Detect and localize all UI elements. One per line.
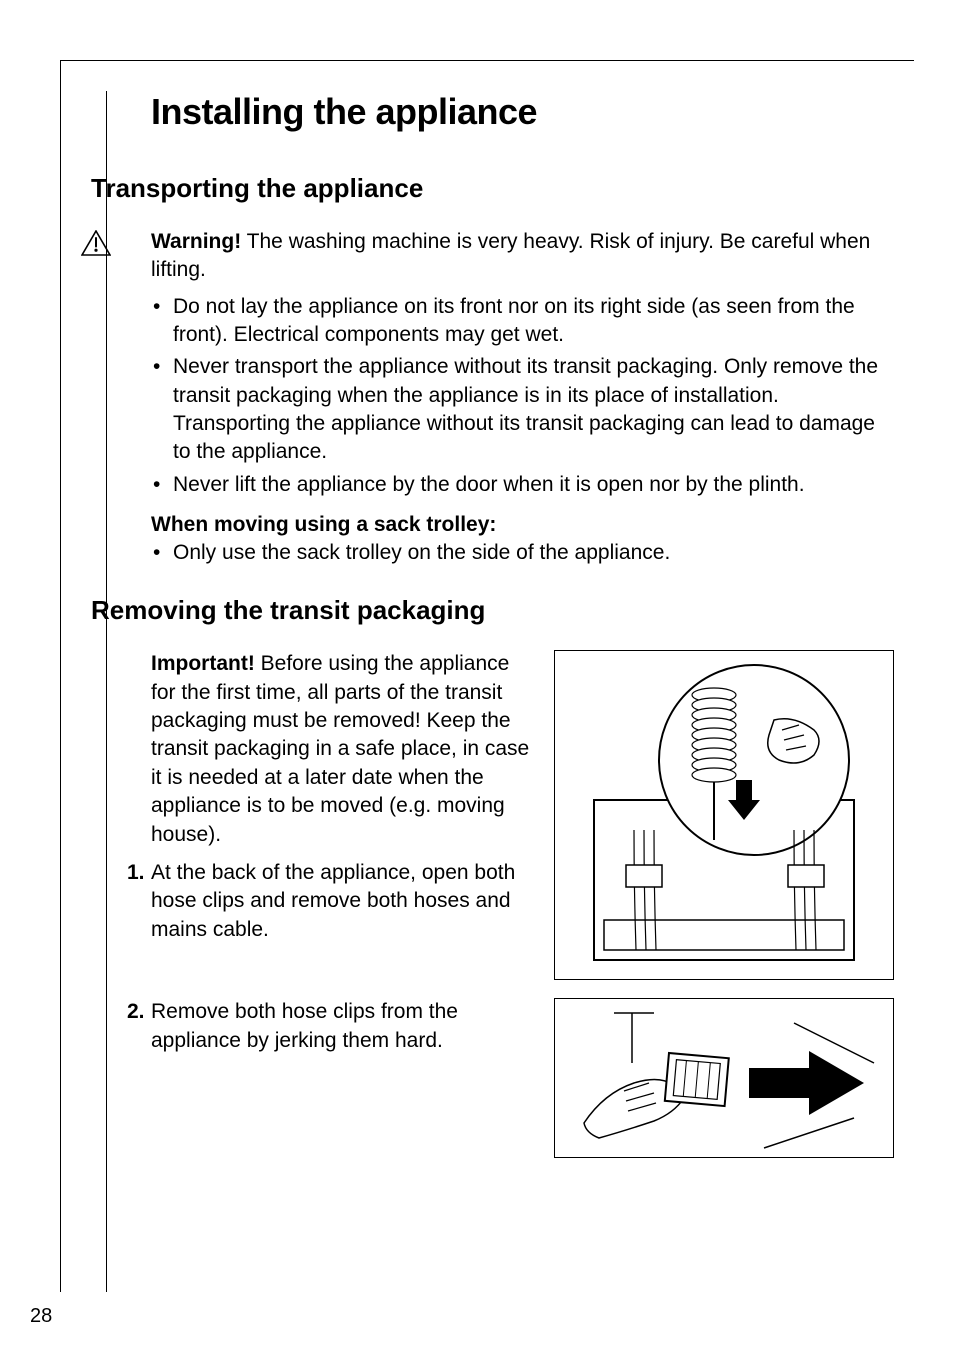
trolley-subhead: When moving using a sack trolley:	[151, 513, 894, 537]
clip-removal-icon	[564, 1003, 884, 1153]
figure2-col	[554, 998, 894, 1158]
step1-row: Important! Before using the appliance fo…	[151, 650, 894, 980]
important-body: Before using the appliance for the first…	[151, 652, 529, 845]
trolley-bullets: Only use the sack trolley on the side of…	[151, 539, 894, 567]
important-paragraph: Important! Before using the appliance fo…	[151, 650, 536, 848]
page-number: 28	[30, 1305, 52, 1328]
step-number: 1.	[127, 859, 151, 944]
step1-text-col: Important! Before using the appliance fo…	[151, 650, 536, 949]
step-number: 2.	[127, 998, 151, 1055]
step2-row: 2. Remove both hose clips from the appli…	[151, 998, 894, 1158]
step-text: At the back of the appliance, open both …	[151, 859, 536, 944]
figure2-box	[554, 998, 894, 1158]
warning-body: The washing machine is very heavy. Risk …	[151, 230, 870, 281]
figure1-col	[554, 650, 894, 980]
important-label: Important!	[151, 652, 255, 675]
transit-heading: Removing the transit packaging	[91, 595, 894, 626]
warning-icon	[81, 230, 111, 256]
step-item: 1. At the back of the appliance, open bo…	[151, 859, 536, 944]
page-title: Installing the appliance	[151, 91, 894, 133]
bullet-item: Only use the sack trolley on the side of…	[151, 539, 894, 567]
transport-bullets: Do not lay the appliance on its front no…	[151, 293, 894, 499]
transit-section: Removing the transit packaging Important…	[151, 595, 894, 1158]
step-text: Remove both hose clips from the applianc…	[151, 998, 536, 1055]
step2-text-col: 2. Remove both hose clips from the appli…	[151, 998, 536, 1061]
step-item: 2. Remove both hose clips from the appli…	[151, 998, 536, 1055]
warning-label: Warning!	[151, 230, 241, 253]
hose-diagram-icon	[564, 660, 884, 970]
figure1-box	[554, 650, 894, 980]
page-frame: Installing the appliance Transporting th…	[60, 60, 914, 1292]
content-area: Installing the appliance Transporting th…	[151, 91, 894, 1158]
bullet-item: Do not lay the appliance on its front no…	[151, 293, 894, 350]
bullet-item: Never lift the appliance by the door whe…	[151, 471, 894, 499]
bullet-item: Never transport the appliance without it…	[151, 353, 894, 466]
transport-heading: Transporting the appliance	[91, 173, 894, 204]
warning-block: Warning! The washing machine is very hea…	[91, 228, 894, 285]
warning-paragraph: Warning! The washing machine is very hea…	[151, 228, 894, 285]
